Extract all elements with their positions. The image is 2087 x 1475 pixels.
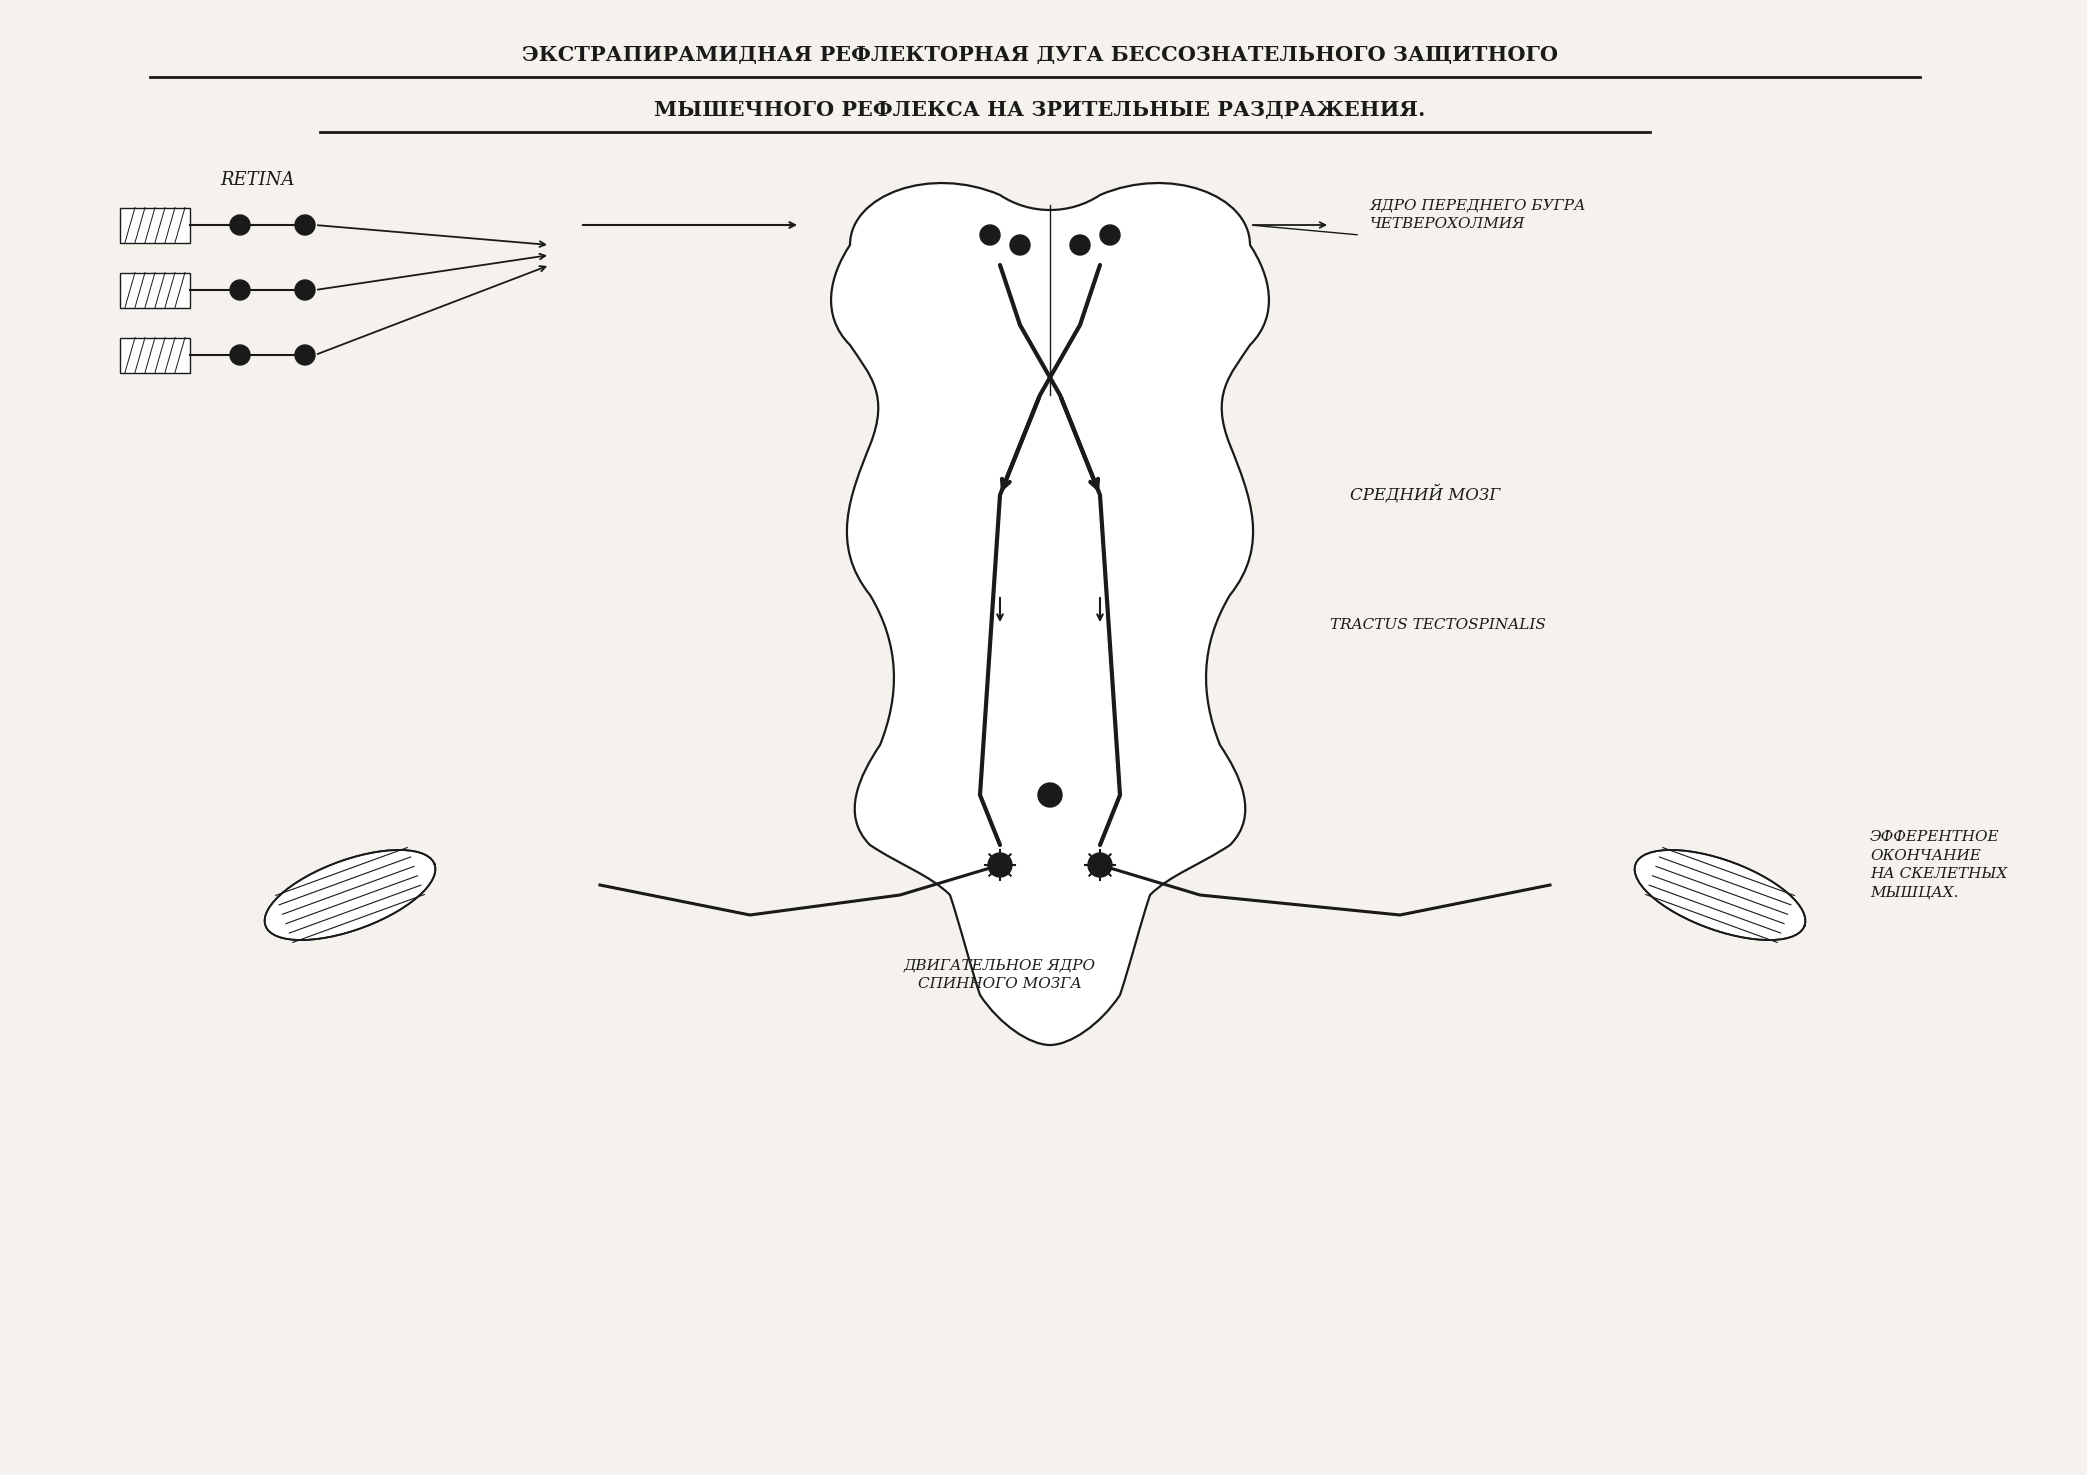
Circle shape	[1100, 226, 1121, 245]
Circle shape	[981, 226, 1000, 245]
Circle shape	[294, 280, 315, 299]
Polygon shape	[1634, 850, 1805, 940]
Bar	[119, 338, 190, 373]
Text: ЭФФЕРЕНТНОЕ
ОКОНЧАНИЕ
НА СКЕЛЕТНЫХ
МЫШЦАХ.: ЭФФЕРЕНТНОЕ ОКОНЧАНИЕ НА СКЕЛЕТНЫХ МЫШЦА…	[1870, 830, 2008, 900]
Text: ЭКСТРАПИРАМИДНАЯ РЕФЛЕКТОРНАЯ ДУГА БЕССОЗНАТЕЛЬНОГО ЗАЩИТНОГО: ЭКСТРАПИРАМИДНАЯ РЕФЛЕКТОРНАЯ ДУГА БЕССО…	[522, 46, 1559, 65]
Polygon shape	[265, 850, 436, 940]
Circle shape	[230, 280, 250, 299]
Circle shape	[1010, 235, 1031, 255]
Circle shape	[1037, 783, 1062, 807]
Circle shape	[294, 345, 315, 364]
Text: МЫШЕЧНОГО РЕФЛЕКСА НА ЗРИТЕЛЬНЫЕ РАЗДРАЖЕНИЯ.: МЫШЕЧНОГО РЕФЛЕКСА НА ЗРИТЕЛЬНЫЕ РАЗДРАЖ…	[655, 100, 1425, 119]
Circle shape	[1071, 235, 1089, 255]
Circle shape	[1087, 853, 1112, 878]
Circle shape	[987, 853, 1012, 878]
PathPatch shape	[831, 183, 1269, 1044]
Text: RETINA: RETINA	[219, 171, 294, 189]
Text: ЯДРО ПЕРЕДНЕГО БУГРА
ЧЕТВЕРОХОЛМИЯ: ЯДРО ПЕРЕДНЕГО БУГРА ЧЕТВЕРОХОЛМИЯ	[1369, 199, 1586, 232]
Circle shape	[230, 215, 250, 235]
Text: TRACTUS TECTOSPINALIS: TRACTUS TECTOSPINALIS	[1329, 618, 1546, 631]
Circle shape	[294, 215, 315, 235]
Bar	[119, 208, 190, 242]
Text: СРЕДНИЙ МОЗГ: СРЕДНИЙ МОЗГ	[1350, 485, 1501, 504]
Text: ДВИГАТЕЛЬНОЕ ЯДРО
СПИННОГО МОЗГА: ДВИГАТЕЛЬНОЕ ЯДРО СПИННОГО МОЗГА	[904, 959, 1096, 991]
Circle shape	[230, 345, 250, 364]
Bar	[119, 273, 190, 307]
